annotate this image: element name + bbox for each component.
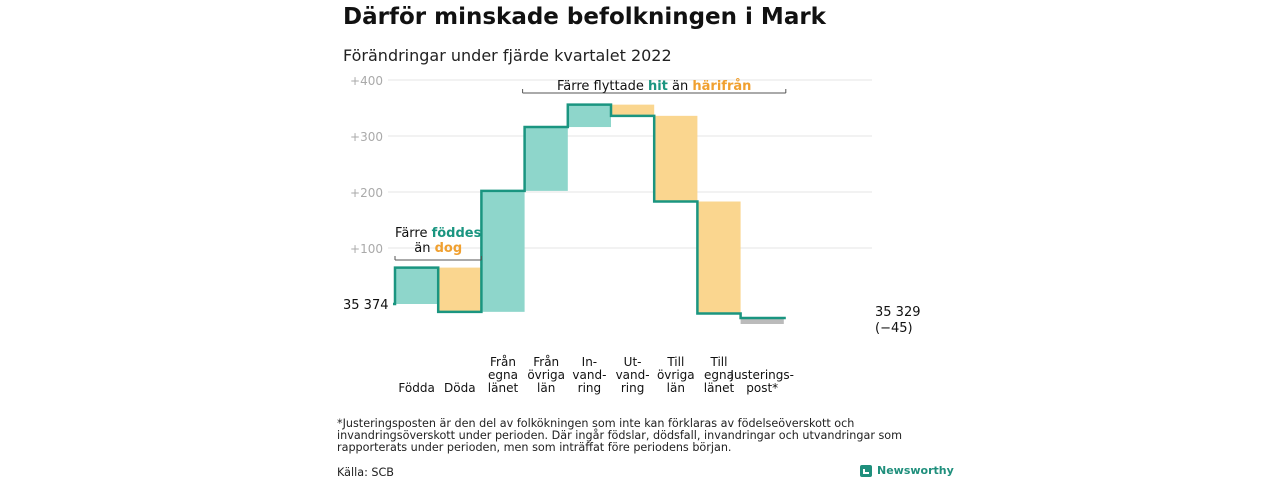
x-tick-label: egna <box>488 368 518 382</box>
footnote: *Justeringsposten är den del av folkökni… <box>337 417 903 454</box>
waterfall-bar <box>524 127 568 191</box>
waterfall-bar <box>567 104 611 128</box>
x-tick-label: post* <box>746 381 778 395</box>
annotation-highlight: föddes <box>432 226 482 241</box>
brand-name: Newsworthy <box>877 464 954 477</box>
chart-title: Därför minskade befolkningen i Mark <box>343 4 826 30</box>
x-tick-label: In- <box>582 355 597 369</box>
waterfall-bar <box>395 267 439 304</box>
migration-bracket <box>522 89 787 94</box>
annotation-text: Färre flyttade <box>557 79 648 94</box>
annotation-text: Färre <box>395 226 432 241</box>
y-tick-label: +200 <box>350 186 383 200</box>
end-change-label: (−45) <box>875 321 913 336</box>
annotation-highlight: härifrån <box>692 79 751 94</box>
births-annotation-line-1: Färre föddes <box>395 226 482 241</box>
waterfall-bar <box>740 318 784 324</box>
births-bracket <box>394 256 482 261</box>
waterfall-bar <box>697 201 741 314</box>
x-tick-label: egna <box>704 368 734 382</box>
brand-logo: Newsworthy <box>860 464 954 477</box>
x-tick-label: vand- <box>572 368 606 382</box>
x-tick-label: länet <box>488 381 519 395</box>
x-tick-label: Till <box>666 355 684 369</box>
annotation-highlight: dog <box>435 241 463 256</box>
source-note: Källa: SCB <box>337 466 394 479</box>
x-tick-label: Från <box>533 355 559 369</box>
x-tick-label: Ut- <box>624 355 642 369</box>
x-tick-label: övriga <box>657 368 695 382</box>
x-tick-label: länet <box>704 381 735 395</box>
births-annotation-line-2: än dog <box>414 241 462 256</box>
waterfall-bar <box>481 190 525 312</box>
x-tick-label: Justerings- <box>729 368 794 382</box>
start-value-label: 35 374 <box>343 298 389 313</box>
x-tick-label: vand- <box>616 368 650 382</box>
waterfall-bar <box>611 104 655 116</box>
newsworthy-icon <box>860 464 872 477</box>
x-tick-label: Döda <box>444 381 476 395</box>
annotation-text: än <box>414 241 434 256</box>
annotation-highlight: hit <box>648 79 668 94</box>
x-tick-label: Födda <box>398 381 434 395</box>
migration-annotation: Färre flyttade hit än härifrån <box>557 79 751 94</box>
x-tick-label: län <box>537 381 555 395</box>
waterfall-bar <box>654 115 698 202</box>
x-tick-label: övriga <box>527 368 565 382</box>
x-tick-label: ring <box>621 381 645 395</box>
x-tick-label: län <box>667 381 685 395</box>
annotation-text: än <box>668 79 692 94</box>
step-line <box>393 103 786 320</box>
x-tick-label: ring <box>578 381 602 395</box>
end-value-label: 35 329 <box>875 305 921 320</box>
waterfall-bar <box>438 267 482 312</box>
y-tick-label: +100 <box>350 242 383 256</box>
x-tick-label: Från <box>490 355 516 369</box>
y-tick-label: +400 <box>350 74 383 88</box>
chart-subtitle: Förändringar under fjärde kvartalet 2022 <box>343 46 672 65</box>
y-tick-label: +300 <box>350 130 383 144</box>
x-tick-label: Till <box>710 355 728 369</box>
